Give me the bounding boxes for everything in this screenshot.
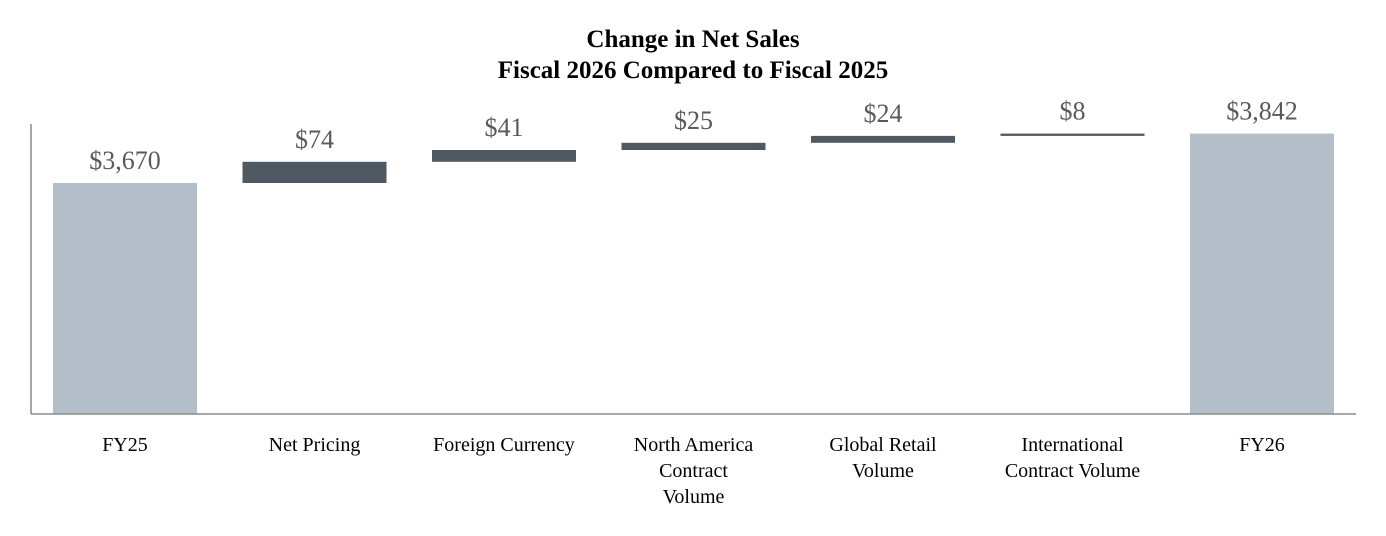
category-label-global-retail-volume: Global Retail Volume bbox=[829, 434, 937, 482]
bar-net-pricing bbox=[242, 161, 387, 183]
chart-title-block: Change in Net Sales Fiscal 2026 Compared… bbox=[0, 24, 1386, 86]
category-label-line: North America bbox=[634, 434, 754, 456]
value-labels-layer: $3,670 $74 $41 $25 $24 $8 $3,842 bbox=[89, 97, 1298, 175]
bar-fy25 bbox=[53, 183, 197, 414]
data-label-north-america-contract-volume: $25 bbox=[674, 106, 713, 135]
data-label-fy26: $3,842 bbox=[1226, 97, 1298, 126]
category-label-foreign-currency: Foreign Currency bbox=[433, 434, 575, 456]
chart-subtitle: Fiscal 2026 Compared to Fiscal 2025 bbox=[497, 57, 889, 84]
category-label-line: Volume bbox=[852, 460, 914, 482]
category-label-net-pricing: Net Pricing bbox=[269, 434, 361, 456]
data-label-net-pricing: $74 bbox=[295, 125, 334, 154]
category-label-line: Contract Volume bbox=[1005, 460, 1140, 482]
category-labels-layer: FY25 Net Pricing Foreign Currency North Ame… bbox=[102, 434, 1285, 508]
data-label-global-retail-volume: $24 bbox=[864, 99, 903, 128]
bar-north-america-contract-volume bbox=[621, 142, 766, 150]
category-label-line: Global Retail bbox=[829, 434, 937, 456]
bar-foreign-currency bbox=[432, 150, 576, 162]
bar-global-retail-volume bbox=[811, 135, 955, 143]
category-label-line: FY25 bbox=[102, 434, 148, 456]
category-label-fy25: FY25 bbox=[102, 434, 148, 456]
bars-layer bbox=[53, 133, 1334, 414]
axis-layer bbox=[30, 124, 1356, 415]
category-label-line: Volume bbox=[663, 486, 725, 508]
category-label-line: Foreign Currency bbox=[433, 434, 575, 456]
category-label-line: Net Pricing bbox=[269, 434, 361, 456]
bar-international-contract-volume bbox=[1000, 133, 1145, 136]
category-label-line: International bbox=[1021, 434, 1124, 456]
category-label-line: FY26 bbox=[1239, 434, 1285, 456]
bar-fy26 bbox=[1190, 133, 1334, 414]
category-label-line: Contract bbox=[659, 460, 728, 482]
category-label-international-contract-volume: International Contract Volume bbox=[1005, 434, 1140, 482]
category-label-north-america-contract-volume: North America Contract Volume bbox=[634, 434, 754, 508]
data-label-fy25: $3,670 bbox=[89, 146, 161, 175]
data-label-international-contract-volume: $8 bbox=[1060, 97, 1086, 126]
category-label-fy26: FY26 bbox=[1239, 434, 1285, 456]
chart-title: Change in Net Sales bbox=[586, 26, 800, 53]
data-label-foreign-currency: $41 bbox=[485, 113, 524, 142]
